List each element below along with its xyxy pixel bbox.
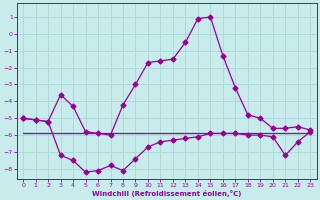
X-axis label: Windchill (Refroidissement éolien,°C): Windchill (Refroidissement éolien,°C) (92, 190, 241, 197)
